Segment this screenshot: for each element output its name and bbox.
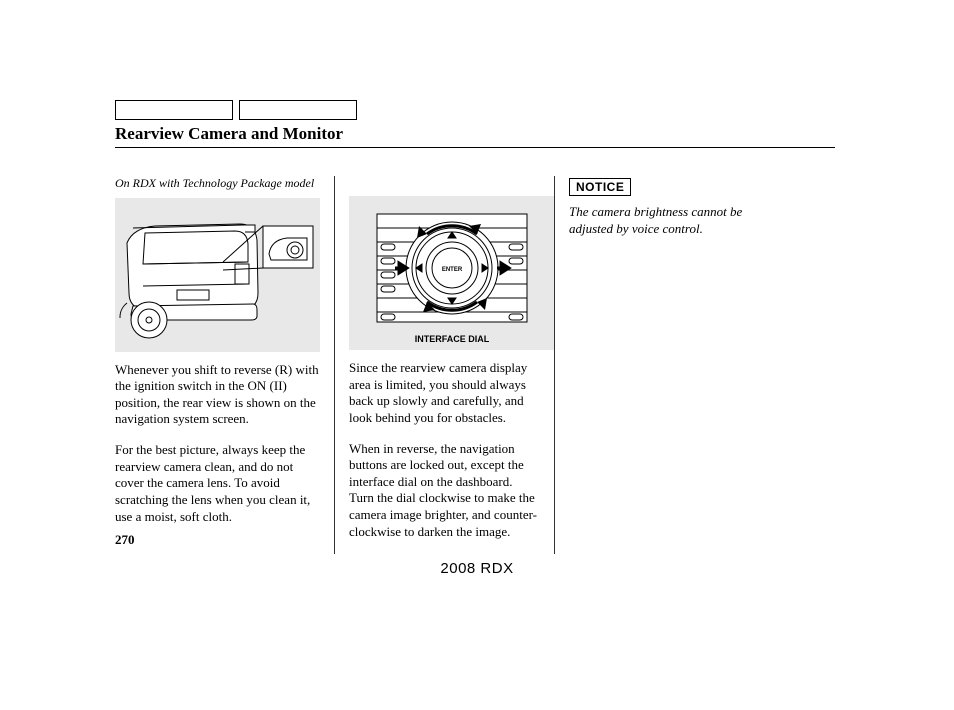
col2-para-1: Since the rearview camera display area i…: [349, 360, 540, 427]
enter-label: ENTER: [442, 267, 463, 273]
page-number: 270: [115, 532, 135, 548]
section-title: Rearview Camera and Monitor: [115, 124, 835, 148]
notice-label: NOTICE: [569, 178, 631, 196]
header-box-1: [115, 100, 233, 120]
column-3: NOTICE The camera brightness cannot be a…: [555, 176, 785, 554]
model-note: On RDX with Technology Package model: [115, 176, 320, 192]
header-box-2: [239, 100, 357, 120]
content-columns: On RDX with Technology Package model: [115, 176, 835, 554]
figure-vehicle-rear: [115, 198, 320, 352]
footer-model-year: 2008 RDX: [0, 560, 954, 577]
header-placeholder-boxes: [115, 100, 835, 120]
col1-para-1: Whenever you shift to reverse (R) with t…: [115, 362, 320, 429]
column-1: On RDX with Technology Package model: [115, 176, 335, 554]
col2-para-2: When in reverse, the navigation buttons …: [349, 441, 540, 541]
svg-text:INTERFACE DIAL: INTERFACE DIAL: [415, 334, 490, 344]
col1-para-2: For the best picture, always keep the re…: [115, 442, 320, 525]
notice-text: The camera brightness cannot be adjusted…: [569, 204, 785, 237]
figure-interface-dial: ENTER INTERFACE DIAL: [349, 196, 554, 350]
column-2: ENTER INTERFACE DIAL Since the rearview …: [335, 176, 555, 554]
